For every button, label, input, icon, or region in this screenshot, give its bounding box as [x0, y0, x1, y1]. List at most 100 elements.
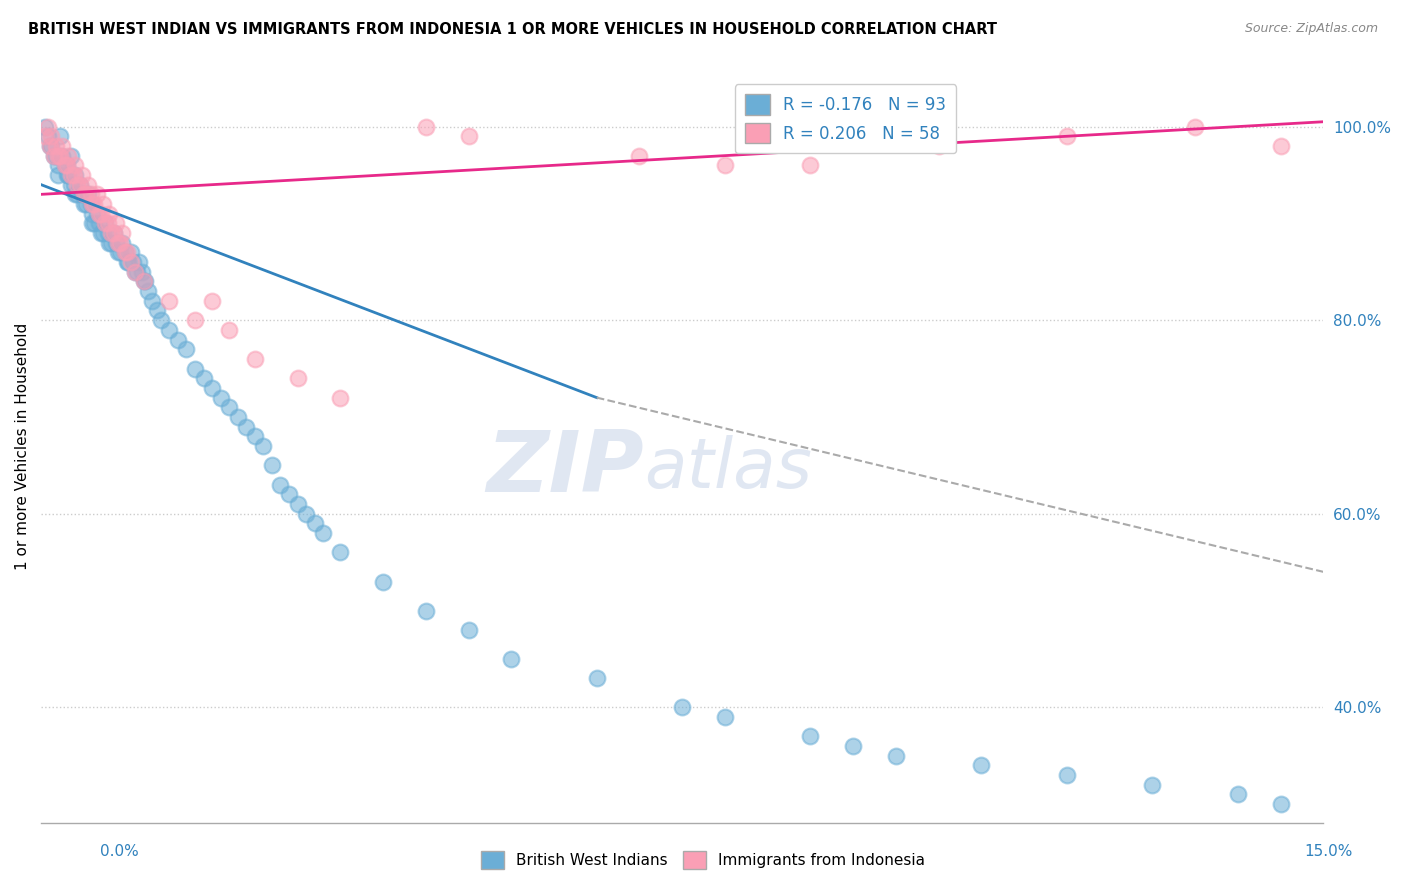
Point	[91, 197, 114, 211]
Point	[1270, 139, 1292, 153]
Point	[457, 129, 479, 144]
Point	[46, 148, 69, 162]
Point	[884, 748, 907, 763]
Point	[1226, 788, 1249, 802]
Point	[82, 216, 104, 230]
Point	[90, 207, 112, 221]
Point	[167, 333, 190, 347]
Point	[287, 497, 309, 511]
Point	[193, 371, 215, 385]
Point	[34, 129, 56, 144]
Point	[60, 168, 83, 182]
Point	[295, 507, 318, 521]
Point	[77, 187, 100, 202]
Point	[75, 197, 97, 211]
Point	[122, 255, 145, 269]
Point	[125, 265, 148, 279]
Point	[141, 293, 163, 308]
Point	[415, 120, 437, 134]
Y-axis label: 1 or more Vehicles in Household: 1 or more Vehicles in Household	[15, 322, 30, 570]
Point	[136, 284, 159, 298]
Point	[120, 255, 142, 269]
Point	[77, 178, 100, 192]
Legend: British West Indians, Immigrants from Indonesia: British West Indians, Immigrants from In…	[475, 845, 931, 875]
Point	[108, 245, 131, 260]
Legend: R = -0.176   N = 93, R = 0.206   N = 58: R = -0.176 N = 93, R = 0.206 N = 58	[734, 85, 956, 153]
Point	[97, 216, 120, 230]
Point	[73, 187, 96, 202]
Point	[226, 409, 249, 424]
Point	[1184, 120, 1206, 134]
Point	[98, 207, 121, 221]
Point	[69, 178, 91, 192]
Point	[218, 323, 240, 337]
Point	[842, 739, 865, 753]
Point	[38, 139, 60, 153]
Point	[66, 178, 89, 192]
Point	[157, 323, 180, 337]
Point	[149, 313, 172, 327]
Point	[628, 148, 651, 162]
Point	[312, 526, 335, 541]
Text: BRITISH WEST INDIAN VS IMMIGRANTS FROM INDONESIA 1 OR MORE VEHICLES IN HOUSEHOLD: BRITISH WEST INDIAN VS IMMIGRANTS FROM I…	[28, 22, 997, 37]
Text: 15.0%: 15.0%	[1305, 845, 1353, 859]
Point	[75, 187, 97, 202]
Point	[501, 652, 523, 666]
Point	[65, 168, 87, 182]
Point	[714, 710, 737, 724]
Point	[37, 129, 59, 144]
Point	[176, 342, 198, 356]
Point	[65, 187, 87, 202]
Point	[53, 158, 76, 172]
Point	[304, 516, 326, 531]
Point	[45, 139, 67, 153]
Point	[111, 235, 134, 250]
Point	[65, 158, 87, 172]
Point	[82, 207, 104, 221]
Point	[1142, 778, 1164, 792]
Point	[46, 158, 69, 172]
Text: Source: ZipAtlas.com: Source: ZipAtlas.com	[1244, 22, 1378, 36]
Point	[218, 401, 240, 415]
Point	[105, 235, 128, 250]
Point	[53, 158, 76, 172]
Point	[201, 381, 224, 395]
Point	[970, 758, 993, 772]
Point	[100, 235, 122, 250]
Point	[58, 168, 80, 182]
Point	[415, 603, 437, 617]
Point	[132, 275, 155, 289]
Point	[132, 275, 155, 289]
Point	[60, 178, 83, 192]
Point	[157, 293, 180, 308]
Point	[260, 458, 283, 473]
Point	[55, 158, 77, 172]
Point	[100, 226, 122, 240]
Point	[1056, 768, 1078, 782]
Point	[134, 275, 156, 289]
Point	[184, 313, 207, 327]
Point	[73, 197, 96, 211]
Point	[124, 265, 146, 279]
Point	[83, 197, 105, 211]
Point	[86, 207, 108, 221]
Point	[243, 429, 266, 443]
Point	[115, 245, 138, 260]
Point	[55, 168, 77, 182]
Point	[70, 168, 93, 182]
Point	[115, 255, 138, 269]
Text: atlas: atlas	[644, 435, 811, 502]
Point	[329, 391, 352, 405]
Point	[91, 226, 114, 240]
Point	[62, 178, 84, 192]
Point	[714, 158, 737, 172]
Point	[243, 351, 266, 366]
Point	[82, 197, 104, 211]
Point	[46, 168, 69, 182]
Point	[111, 226, 134, 240]
Point	[34, 120, 56, 134]
Point	[209, 391, 232, 405]
Text: 0.0%: 0.0%	[100, 845, 139, 859]
Point	[66, 187, 89, 202]
Point	[80, 197, 103, 211]
